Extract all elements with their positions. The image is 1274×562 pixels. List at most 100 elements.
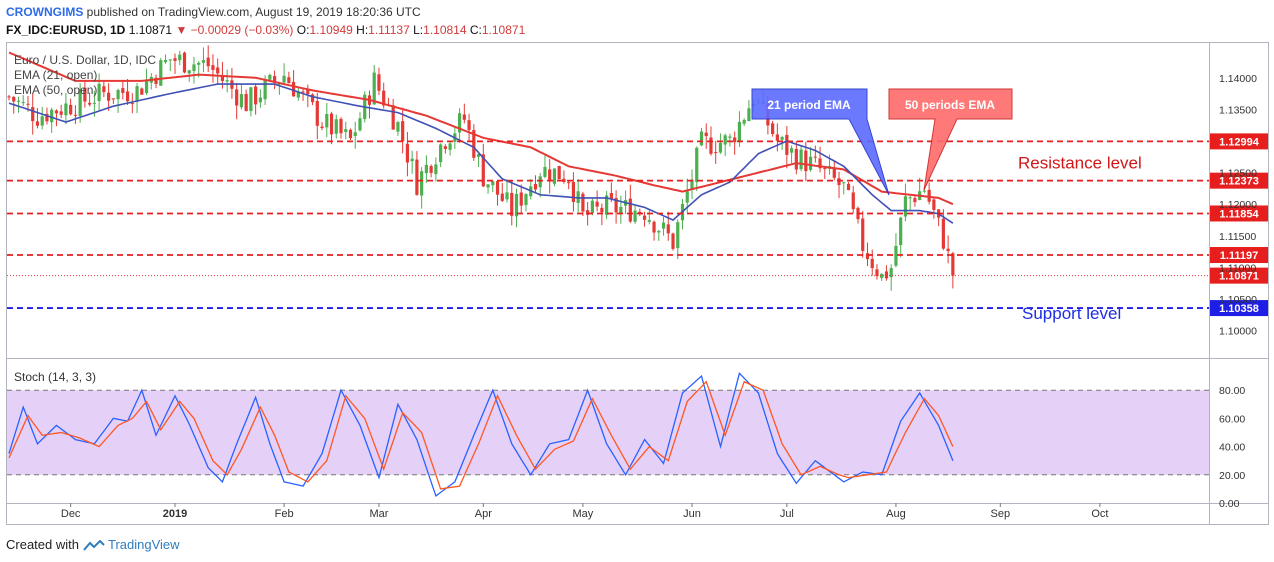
candle-body[interactable] xyxy=(92,102,96,104)
candle-body[interactable] xyxy=(187,70,191,74)
candle-body[interactable] xyxy=(642,215,647,220)
candle-body[interactable] xyxy=(614,198,618,213)
candle-body[interactable] xyxy=(590,200,594,213)
candle-body[interactable] xyxy=(818,158,822,169)
candle-body[interactable] xyxy=(581,193,585,212)
candle-body[interactable] xyxy=(254,86,258,105)
candle-body[interactable] xyxy=(699,131,704,146)
candle-body[interactable] xyxy=(448,143,452,150)
candle-body[interactable] xyxy=(45,113,49,122)
candle-body[interactable] xyxy=(481,154,485,187)
candle-body[interactable] xyxy=(718,142,723,153)
candle-body[interactable] xyxy=(486,184,490,188)
candle-body[interactable] xyxy=(192,64,196,71)
candle-body[interactable] xyxy=(913,198,917,203)
candle-body[interactable] xyxy=(382,90,386,106)
candle-body[interactable] xyxy=(524,194,528,205)
candle-body[interactable] xyxy=(723,135,727,145)
candle-body[interactable] xyxy=(339,118,343,134)
candle-body[interactable] xyxy=(429,166,433,173)
stoch-d-line[interactable] xyxy=(8,380,954,490)
candle-body[interactable] xyxy=(97,83,101,102)
candle-body[interactable] xyxy=(163,60,168,63)
candle-body[interactable] xyxy=(908,197,912,199)
candle-body[interactable] xyxy=(434,164,438,175)
candle-body[interactable] xyxy=(225,80,229,82)
candle-body[interactable] xyxy=(178,54,182,61)
candle-body[interactable] xyxy=(899,217,903,246)
candle-body[interactable] xyxy=(173,58,177,61)
candle-body[interactable] xyxy=(647,220,651,222)
candle-body[interactable] xyxy=(633,210,637,222)
candle-body[interactable] xyxy=(951,253,955,276)
candle-body[interactable] xyxy=(690,179,694,190)
candle-body[interactable] xyxy=(16,100,21,102)
candle-body[interactable] xyxy=(78,89,82,116)
candle-body[interactable] xyxy=(609,193,613,200)
candle-body[interactable] xyxy=(894,245,898,266)
candle-body[interactable] xyxy=(709,137,713,154)
candle-body[interactable] xyxy=(586,210,590,215)
candle-body[interactable] xyxy=(491,181,495,186)
candle-body[interactable] xyxy=(903,196,908,217)
candle-body[interactable] xyxy=(83,87,87,102)
candle-body[interactable] xyxy=(661,222,666,229)
candle-body[interactable] xyxy=(405,143,410,163)
ema-lines[interactable] xyxy=(8,51,954,224)
candle-body[interactable] xyxy=(467,120,471,131)
candle-body[interactable] xyxy=(495,181,500,195)
candle-body[interactable] xyxy=(842,182,846,184)
candle-body[interactable] xyxy=(747,108,751,122)
candle-body[interactable] xyxy=(159,60,163,86)
candle-body[interactable] xyxy=(249,87,253,111)
candle-body[interactable] xyxy=(666,224,670,234)
candle-body[interactable] xyxy=(59,111,63,115)
candle-body[interactable] xyxy=(12,96,16,102)
candle-body[interactable] xyxy=(889,268,893,278)
candle-body[interactable] xyxy=(116,89,120,100)
candle-body[interactable] xyxy=(121,88,125,93)
candle-body[interactable] xyxy=(320,126,324,128)
candle-body[interactable] xyxy=(671,233,675,249)
candle-body[interactable] xyxy=(306,89,310,94)
candle-body[interactable] xyxy=(154,77,158,84)
candle-body[interactable] xyxy=(21,102,25,104)
candle-body[interactable] xyxy=(273,76,277,83)
candle-body[interactable] xyxy=(7,96,11,98)
candle-body[interactable] xyxy=(424,164,428,174)
candle-body[interactable] xyxy=(789,148,794,153)
candle-body[interactable] xyxy=(372,72,376,105)
ema21-line[interactable] xyxy=(8,83,954,224)
candle-body[interactable] xyxy=(69,104,73,115)
candle-body[interactable] xyxy=(771,123,775,135)
candle-body[interactable] xyxy=(941,218,945,249)
candle-body[interactable] xyxy=(125,91,130,102)
candle-body[interactable] xyxy=(182,52,187,73)
candle-body[interactable] xyxy=(211,65,215,70)
candle-body[interactable] xyxy=(301,91,305,93)
candle-body[interactable] xyxy=(794,148,798,170)
candle-body[interactable] xyxy=(628,198,632,222)
candle-body[interactable] xyxy=(619,206,623,214)
candle-body[interactable] xyxy=(377,74,381,91)
candle-body[interactable] xyxy=(799,149,803,170)
candle-body[interactable] xyxy=(168,59,172,61)
candle-body[interactable] xyxy=(415,159,419,195)
candle-body[interactable] xyxy=(443,146,447,149)
candle-body[interactable] xyxy=(543,166,547,177)
candle-body[interactable] xyxy=(832,167,836,178)
candle-body[interactable] xyxy=(780,137,784,140)
candle-body[interactable] xyxy=(657,230,661,233)
candle-body[interactable] xyxy=(353,132,357,136)
candle-body[interactable] xyxy=(846,183,851,191)
candle-body[interactable] xyxy=(401,121,405,142)
tradingview-brand[interactable]: TradingView xyxy=(108,537,180,552)
candle-body[interactable] xyxy=(396,122,400,132)
candle-body[interactable] xyxy=(514,193,519,217)
candle-body[interactable] xyxy=(785,134,789,155)
candle-body[interactable] xyxy=(552,168,557,184)
candle-body[interactable] xyxy=(813,156,817,158)
candle-body[interactable] xyxy=(823,168,827,170)
candle-body[interactable] xyxy=(533,183,538,190)
candle-body[interactable] xyxy=(775,134,779,141)
